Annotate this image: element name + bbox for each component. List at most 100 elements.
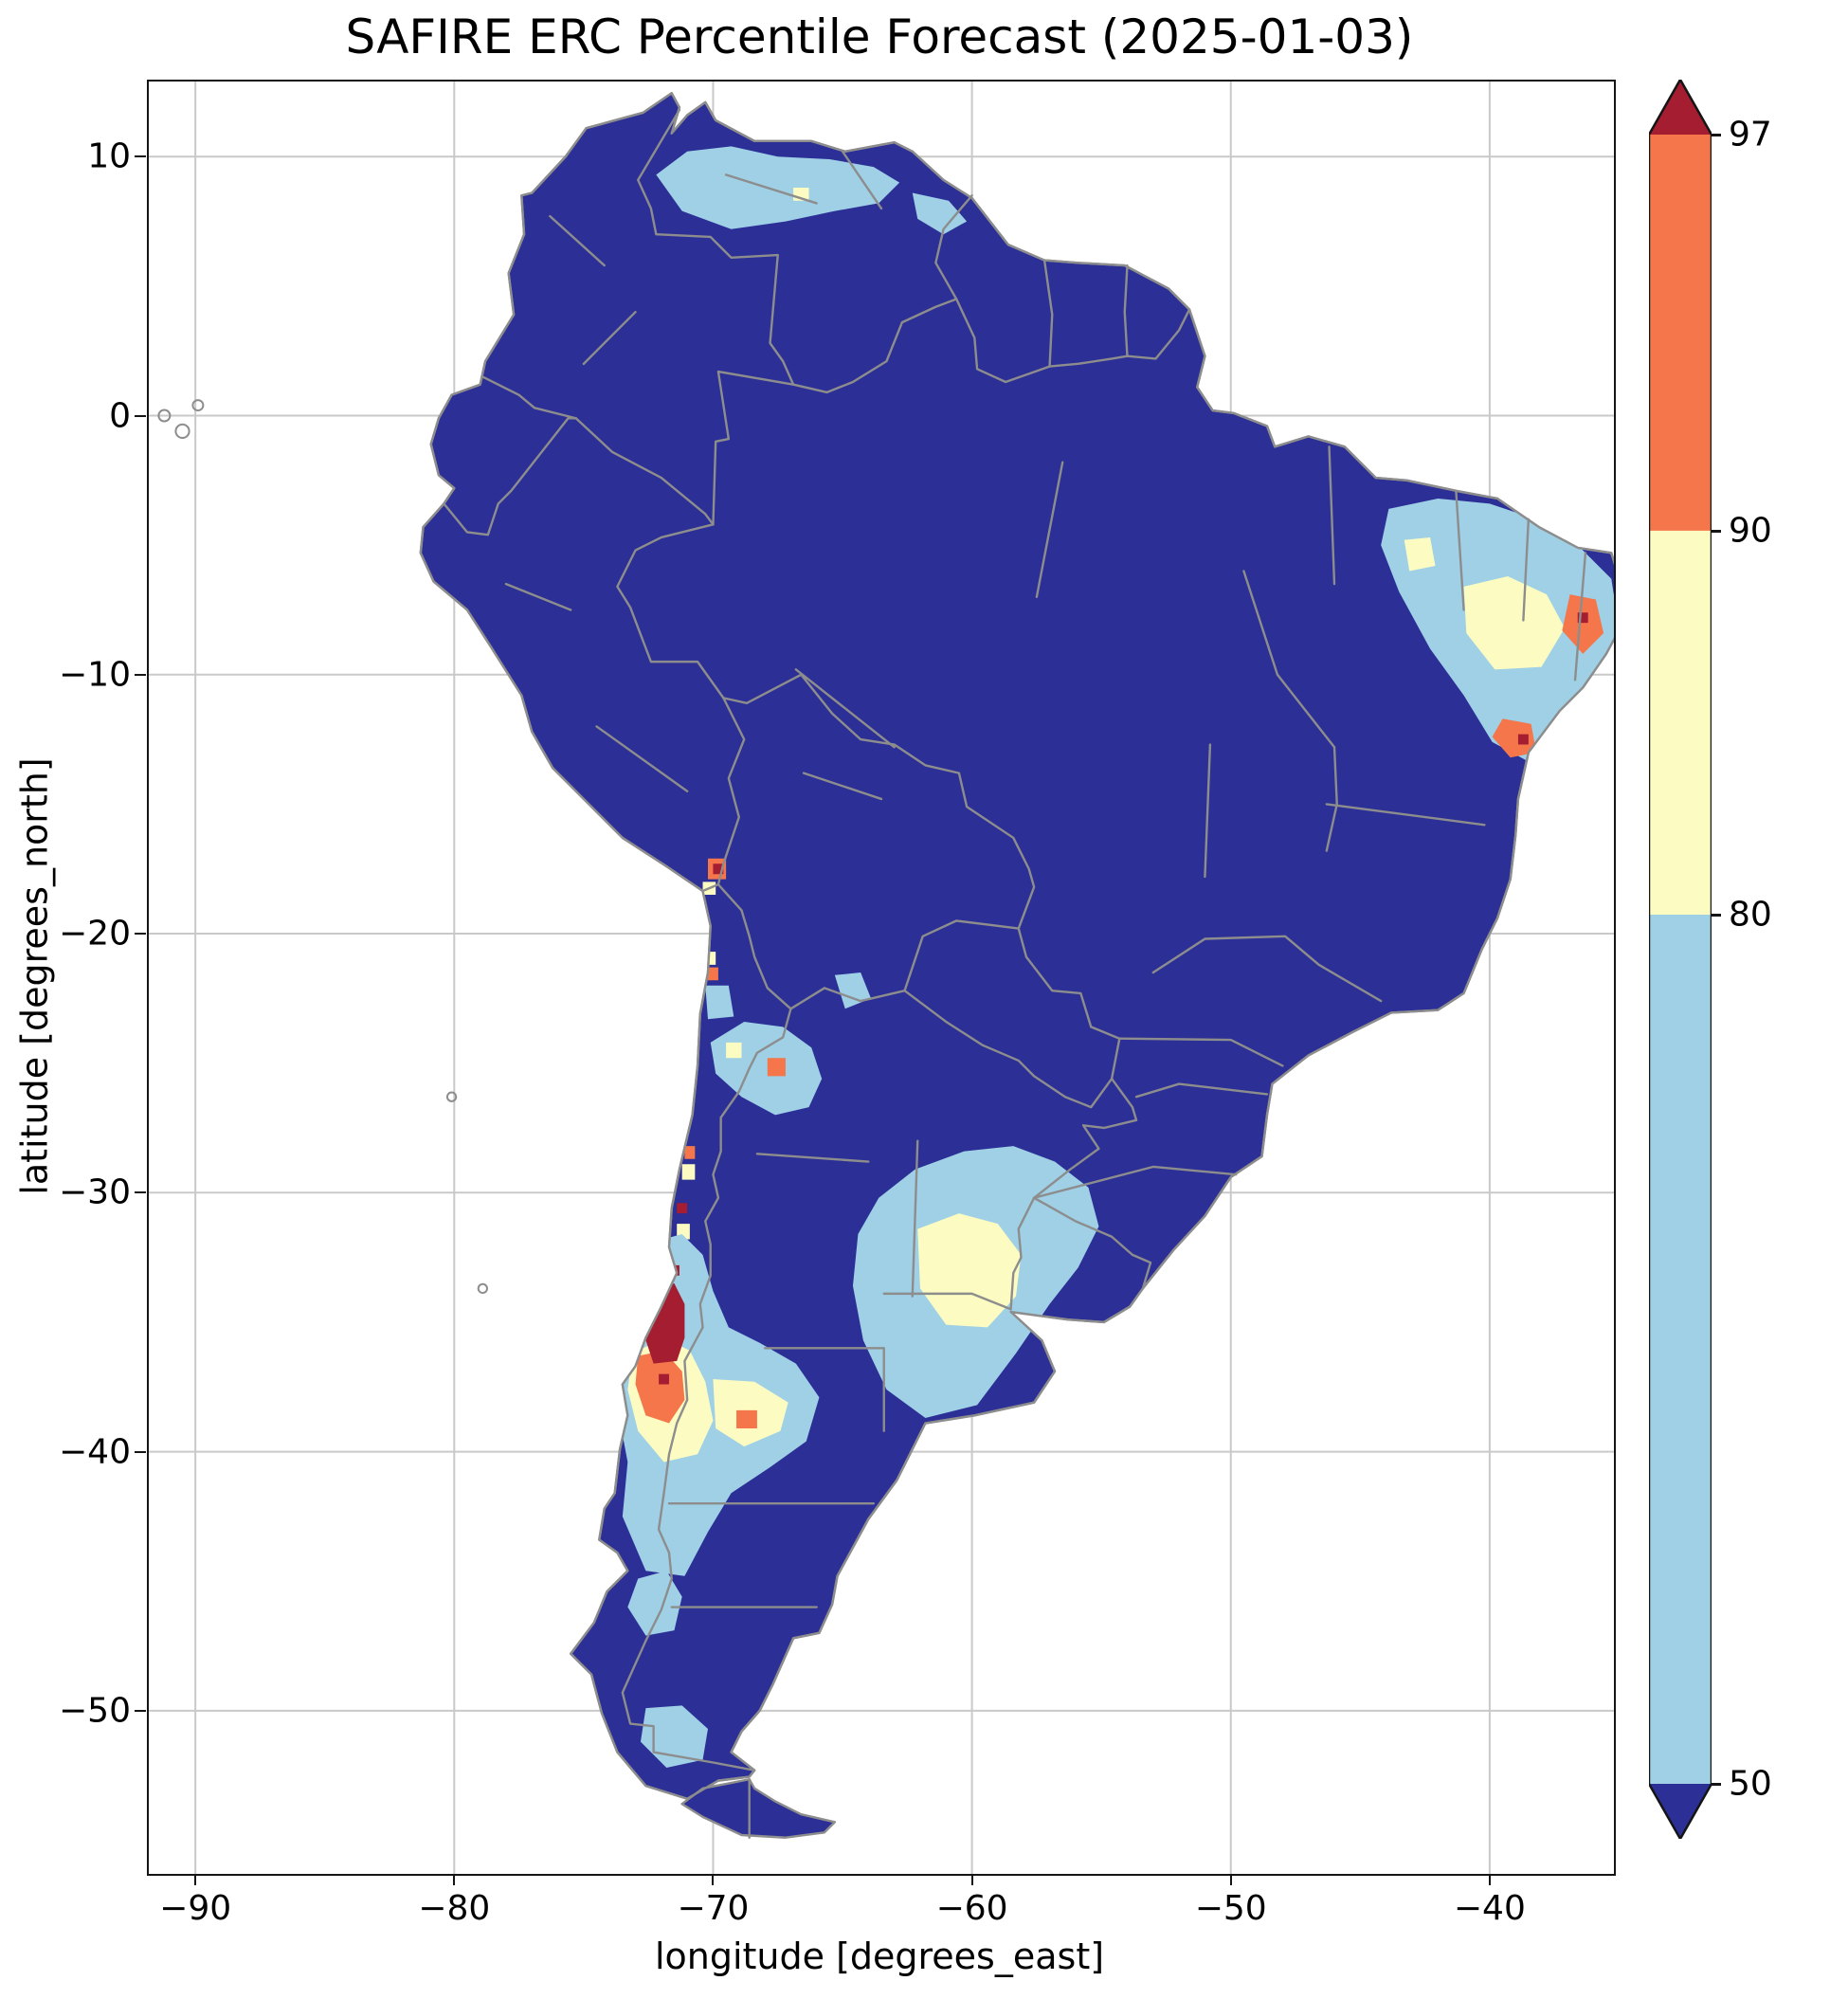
y-tick-mark: [135, 1709, 146, 1712]
y-tick-label: −40: [59, 1432, 131, 1472]
x-tick-mark: [970, 1874, 973, 1885]
erc-region-atacama-yellow-cell: [726, 1042, 742, 1059]
erc-region-biobio-red-cell: [659, 1373, 670, 1385]
border-guyana-brazil: [956, 300, 1049, 382]
border-chile-bolivia: [718, 884, 790, 1009]
coastline-outline: [421, 93, 1614, 1798]
state-line-buenos-aires-north: [884, 1294, 1011, 1309]
state-line-peru-north: [506, 584, 571, 609]
y-tick-label: −20: [59, 914, 131, 954]
x-tick-label: −50: [1194, 1889, 1267, 1928]
island-juan-fernandez: [479, 1284, 487, 1293]
state-line-tocantins: [1243, 571, 1334, 747]
x-tick-mark: [1229, 1874, 1232, 1885]
y-tick-label: −30: [59, 1172, 131, 1212]
x-tick-label: −90: [159, 1889, 232, 1928]
state-line-sp-mg-parana: [1153, 936, 1381, 1001]
island-san-felix: [447, 1093, 456, 1101]
colorbar-band-90-97: [1649, 135, 1712, 531]
landmass: [421, 93, 1614, 1837]
colorbar-tick-label: 90: [1729, 511, 1772, 551]
erc-region-puna-orange-cell: [767, 1058, 786, 1077]
state-line-sc-rs: [1034, 1167, 1236, 1198]
erc-region-coquimbo-orange-cell: [684, 1146, 696, 1159]
erc-region-antofagasta-blue: [705, 985, 734, 1020]
border-chile-argentina: [623, 1009, 791, 1770]
island-galapagos-3: [192, 400, 203, 410]
state-line-parana-sc: [1136, 1084, 1267, 1098]
state-line-rn-pe: [1575, 553, 1585, 680]
state-line-bolivia: [804, 773, 881, 799]
y-tick-label: 0: [109, 396, 131, 435]
border-colombia-venezuela: [638, 110, 793, 385]
colorbar-band-50-80: [1649, 915, 1712, 1784]
state-line-colombia-2: [550, 216, 604, 265]
state-line-la-pampa: [765, 1348, 884, 1430]
y-tick-label: 10: [87, 136, 131, 176]
state-line-araguaia: [1205, 745, 1209, 877]
x-tick-mark: [453, 1874, 456, 1885]
border-colombia-brazil: [713, 372, 793, 524]
colorbar-tick-mark: [1712, 529, 1721, 533]
erc-region-ne-brazil-orange-coast: [1562, 594, 1604, 654]
erc-region-biobio-orange: [635, 1351, 685, 1424]
state-line-peru-south: [597, 726, 688, 791]
small-islands: [158, 400, 487, 1293]
border-peru-bolivia: [718, 698, 744, 884]
colorbar-under-arrow: [1649, 1784, 1712, 1839]
tierra-del-fuego-island: [682, 1779, 835, 1837]
x-axis-label: longitude [degrees_east]: [654, 1935, 1105, 1977]
border-bolivia-argentina: [790, 988, 904, 1009]
state-line-la-rioja: [757, 1154, 868, 1161]
colorbar-tick-mark: [1712, 1783, 1721, 1786]
erc-region-ne-brazil-yellow-sertao: [1463, 575, 1566, 670]
x-tick-label: −80: [418, 1889, 491, 1928]
state-line-amazonas-para: [1037, 463, 1062, 597]
y-tick-mark: [135, 1191, 146, 1194]
erc-percentile-regions: [617, 146, 1614, 1768]
south-america-map: [149, 82, 1614, 1874]
border-colombia-peru: [576, 418, 714, 524]
colorbar-band-80-90: [1649, 530, 1712, 916]
border-argentina-brazil: [1034, 1079, 1136, 1198]
x-tick-mark: [1488, 1874, 1491, 1885]
erc-region-pampas-yellow: [917, 1213, 1022, 1328]
border-brazil-uruguay: [1034, 1198, 1150, 1289]
colorbar-tick-mark: [1712, 134, 1721, 136]
border-peru-brazil: [617, 524, 723, 698]
y-tick-label: −50: [59, 1691, 131, 1731]
y-tick-mark: [135, 933, 146, 936]
state-line-venezuela-1: [726, 174, 817, 203]
state-line-cordoba-santafe: [913, 1141, 917, 1297]
state-line-colombia-1: [584, 312, 636, 364]
chart-title: SAFIRE ERC Percentile Forecast (2025-01-…: [345, 9, 1414, 64]
erc-region-neuquen-orange-cell: [736, 1409, 757, 1428]
border-venezuela-guyana: [935, 195, 971, 299]
x-tick-label: −60: [935, 1889, 1008, 1928]
erc-region-venezuela-llanos-east: [912, 192, 968, 235]
y-tick-mark: [135, 673, 146, 676]
border-venezuela-brazil: [793, 300, 956, 392]
border-suriname-frenchguiana: [1125, 265, 1128, 356]
colorbar-tick-label: 50: [1729, 1764, 1772, 1804]
y-tick-label: −10: [59, 655, 131, 695]
border-bolivia-paraguay: [905, 920, 1019, 990]
x-tick-mark: [712, 1874, 715, 1885]
erc-region-tarapaca-orange-cell: [707, 967, 718, 981]
border-argentina-paraguay: [905, 990, 1113, 1107]
y-tick-mark: [135, 155, 146, 158]
state-line-piaui-ceara: [1456, 491, 1463, 610]
colorbar-tick-label: 97: [1729, 115, 1772, 154]
x-tick-label: −40: [1453, 1889, 1526, 1928]
y-axis-label-container: latitude [degrees_north]: [0, 80, 70, 1872]
border-peru-chile: [703, 884, 718, 891]
colorbar: [1647, 77, 1713, 1842]
erc-region-coquimbo-yellow-cell: [681, 1164, 696, 1180]
y-tick-mark: [135, 414, 146, 417]
x-tick-mark: [194, 1874, 197, 1885]
state-line-ceara-east: [1523, 519, 1528, 621]
colorbar-over-arrow: [1649, 80, 1712, 135]
state-line-sp-parana: [1119, 1039, 1282, 1066]
coastline: [421, 93, 1614, 1798]
y-axis-label: latitude [degrees_north]: [14, 756, 57, 1195]
